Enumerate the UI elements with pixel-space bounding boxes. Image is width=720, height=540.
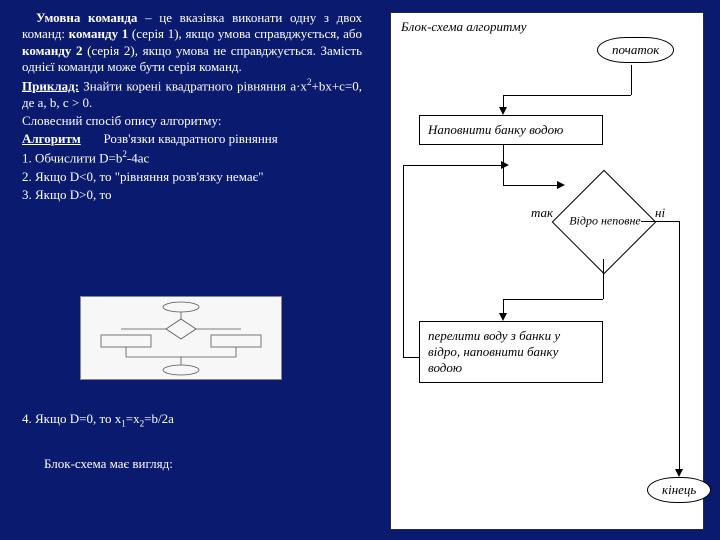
flow-arrow xyxy=(403,165,503,166)
flow-arrow xyxy=(603,259,604,299)
step-1: 1. Обчислити D=b2-4ac xyxy=(22,149,362,167)
flow-arrow xyxy=(503,185,559,186)
embedded-mini-flowchart xyxy=(80,296,282,380)
page: Умовна команда – це вказівка виконати од… xyxy=(0,0,720,540)
step-3: 3. Якщо D>0, то xyxy=(22,187,362,203)
flowchart-start: початок xyxy=(597,37,674,63)
flow-arrow xyxy=(403,165,404,357)
flowchart-title: Блок-схема алгоритму xyxy=(401,19,526,35)
arrowhead-icon xyxy=(557,181,565,189)
flow-arrow xyxy=(503,95,631,96)
footer-line: Блок-схема має вигляд: xyxy=(22,456,362,472)
text-after-image: 4. Якщо D=0, то x1=x2=b/2a Блок-схема ма… xyxy=(22,398,362,485)
flow-arrow xyxy=(641,221,679,222)
flowchart-process-1: Наповнити банку водою xyxy=(419,115,603,145)
arrowhead-icon xyxy=(499,107,507,115)
flowchart-panel: Блок-схема алгоритму початок Наповнити б… xyxy=(390,12,704,530)
branch-no-label: ні xyxy=(655,205,665,221)
step-4: 4. Якщо D=0, то x1=x2=b/2a xyxy=(22,411,362,430)
arrowhead-icon xyxy=(501,161,509,169)
flow-arrow xyxy=(631,65,632,95)
flow-arrow xyxy=(679,221,680,471)
arrowhead-icon xyxy=(499,313,507,321)
flowchart-decision: Відро неповне xyxy=(552,170,657,275)
arrowhead-icon xyxy=(675,469,683,477)
term-conditional: Умовна команда xyxy=(36,10,137,25)
step-2: 2. Якщо D<0, то "рівняння розв'язку нема… xyxy=(22,169,362,185)
flow-arrow xyxy=(403,357,419,358)
paragraph-algo-title: Алгоритм Розв'язки квадратного рівняння xyxy=(22,131,362,147)
paragraph-definition: Умовна команда – це вказівка виконати од… xyxy=(22,10,362,75)
flowchart-process-2: перелити воду з банки у відро, наповнити… xyxy=(419,321,603,383)
paragraph-example: Приклад: Знайти корені квадратного рівня… xyxy=(22,77,362,111)
flow-arrow xyxy=(503,299,603,300)
paragraph-verbal: Словесний спосіб опису алгоритму: xyxy=(22,113,362,129)
text-column: Умовна команда – це вказівка виконати од… xyxy=(22,10,362,205)
flowchart-end: кінець xyxy=(647,477,711,503)
branch-yes-label: так xyxy=(531,205,553,221)
